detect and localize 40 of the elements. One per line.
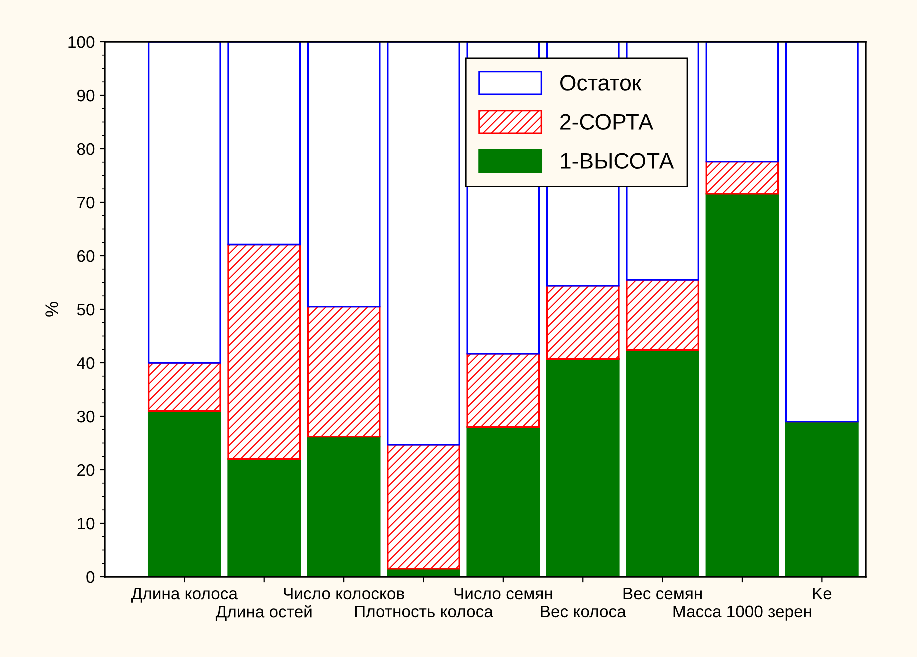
bar (546, 285, 620, 360)
x-tick-label: Ke (813, 588, 832, 600)
bar (785, 421, 859, 577)
bar (387, 444, 460, 570)
bar (228, 244, 302, 460)
y-tick-label: 20 (78, 464, 95, 476)
bar (706, 193, 780, 577)
y-tick-label: 70 (78, 196, 95, 209)
x-tick-label: Вес колоса (541, 606, 626, 618)
bar (466, 353, 540, 428)
y-tick-label: 40 (77, 357, 95, 370)
x-tick-label: Длина остей (216, 605, 312, 621)
x-tick-label: Вес семян (624, 588, 702, 600)
bar (546, 358, 620, 577)
legend-label: Остаток (560, 75, 642, 91)
legend-label: 1-ВЫСОТА (561, 153, 674, 170)
x-tick-label: Длина колоса (132, 588, 238, 603)
bar (307, 306, 381, 438)
bar (148, 362, 222, 412)
y-tick-label: 90 (78, 90, 95, 102)
x-tick-label: Число колосков (284, 588, 404, 600)
bar (307, 436, 381, 577)
y-tick-label: 30 (77, 410, 95, 423)
x-tick-label: Масса 1000 зерен (674, 606, 812, 621)
bar (228, 458, 302, 577)
y-tick-label: 60 (78, 250, 95, 262)
y-tick-label: 0 (86, 571, 95, 584)
bar (626, 349, 700, 577)
y-tick-label: 80 (77, 143, 95, 156)
y-tick-label: 100 (68, 36, 95, 48)
bar (706, 161, 780, 195)
y-tick-label: 10 (78, 518, 95, 530)
x-tick-label: Плотность колоса (355, 606, 494, 618)
bar (466, 426, 540, 577)
x-tick-label: Число семян (454, 588, 552, 600)
y-tick-label: 50 (77, 304, 95, 316)
bar (148, 410, 222, 577)
bar (626, 279, 700, 351)
y-axis-title: % (46, 302, 58, 317)
legend-label: 2-СОРТА (560, 114, 654, 130)
